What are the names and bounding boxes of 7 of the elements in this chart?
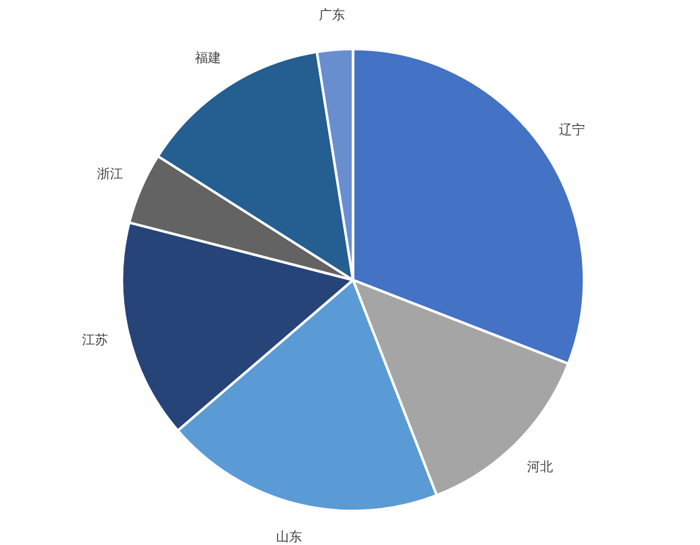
slice-label: 河北: [527, 460, 553, 475]
slice-label: 广东: [319, 8, 345, 23]
slice-label: 福建: [195, 51, 221, 66]
slice-label: 山东: [276, 530, 302, 545]
slice-label: 江苏: [82, 333, 108, 348]
slice-label: 浙江: [97, 167, 123, 182]
slice-label: 辽宁: [559, 122, 585, 138]
